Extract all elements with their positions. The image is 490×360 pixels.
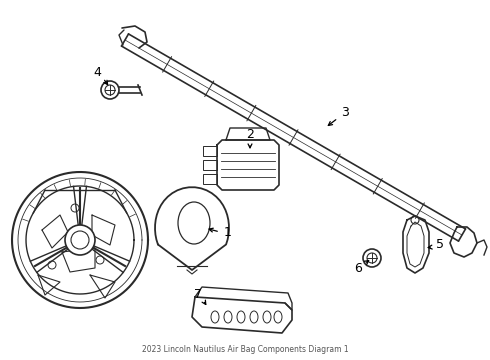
Bar [203,146,217,156]
Text: 2023 Lincoln Nautilus Air Bag Components Diagram 1: 2023 Lincoln Nautilus Air Bag Components… [142,346,348,355]
Text: 5: 5 [436,238,444,252]
Text: 2: 2 [246,129,254,141]
Text: 3: 3 [341,105,349,118]
Circle shape [101,81,119,99]
Text: 6: 6 [354,261,362,274]
Text: 4: 4 [93,66,101,78]
Bar [203,160,217,170]
Text: 7: 7 [194,288,202,301]
Circle shape [363,249,381,267]
Text: 1: 1 [224,225,232,238]
Circle shape [65,225,95,255]
Bar [203,174,217,184]
